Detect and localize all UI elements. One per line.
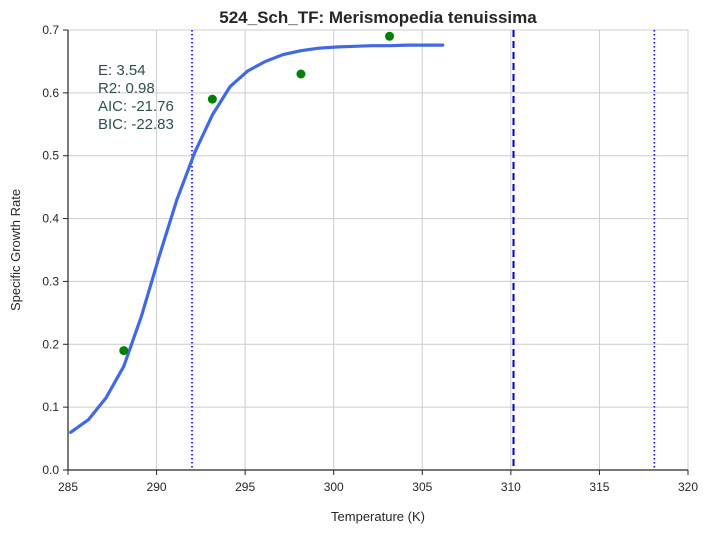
reference-lines xyxy=(191,30,656,470)
x-tick-label: 320 xyxy=(678,480,698,494)
x-tick-label: 305 xyxy=(412,480,432,494)
fit-stat: AIC: -21.76 xyxy=(98,98,174,115)
fit-stat: R2: 0.98 xyxy=(98,80,155,97)
x-tick-label: 310 xyxy=(501,480,521,494)
y-axis-label: Specific Growth Rate xyxy=(8,189,23,311)
y-tick-label: 0.5 xyxy=(42,149,59,163)
x-axis-ticks: 285 290 295 300 305 310 315 320 xyxy=(58,470,698,494)
y-tick-label: 0.3 xyxy=(42,274,59,288)
data-point xyxy=(385,31,395,41)
plot-background xyxy=(68,30,688,470)
data-points xyxy=(119,31,395,356)
data-point xyxy=(119,346,129,356)
y-tick-label: 0.7 xyxy=(42,23,59,37)
x-tick-label: 290 xyxy=(147,480,167,494)
y-tick-label: 0.1 xyxy=(42,400,59,414)
y-tick-label: 0.2 xyxy=(42,337,59,351)
y-tick-label: 0.0 xyxy=(42,463,59,477)
chart-title: 524_Sch_TF: Merismopedia tenuissima xyxy=(219,8,537,27)
y-axis-ticks: 0.0 0.1 0.2 0.3 0.4 0.5 0.6 0.7 xyxy=(42,23,68,477)
y-tick-label: 0.4 xyxy=(42,212,59,226)
fit-curve xyxy=(69,43,445,434)
x-tick-label: 285 xyxy=(58,480,78,494)
fit-stat: E: 3.54 xyxy=(98,62,146,79)
fit-stat: BIC: -22.83 xyxy=(98,116,174,133)
data-point xyxy=(207,94,217,104)
x-tick-label: 295 xyxy=(235,480,255,494)
y-tick-label: 0.6 xyxy=(42,86,59,100)
data-point xyxy=(296,69,306,79)
x-tick-label: 300 xyxy=(324,480,344,494)
x-tick-label: 315 xyxy=(589,480,609,494)
grid xyxy=(68,29,689,470)
x-axis-label: Temperature (K) xyxy=(331,509,425,524)
